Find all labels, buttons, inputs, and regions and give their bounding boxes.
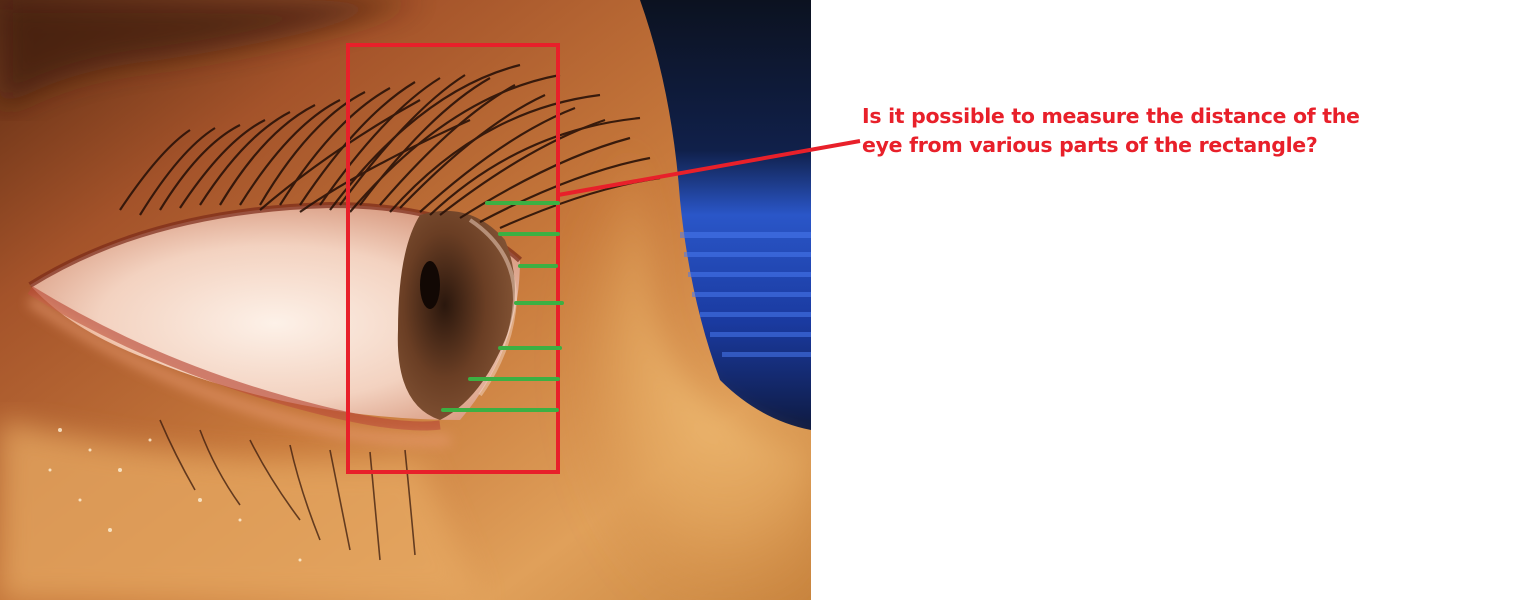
question-line-1: Is it possible to measure the distance o… <box>862 104 1360 128</box>
question-line-2: eye from various parts of the rectangle? <box>862 133 1318 157</box>
eye-photo <box>0 0 811 600</box>
annotation-question: Is it possible to measure the distance o… <box>862 102 1422 160</box>
